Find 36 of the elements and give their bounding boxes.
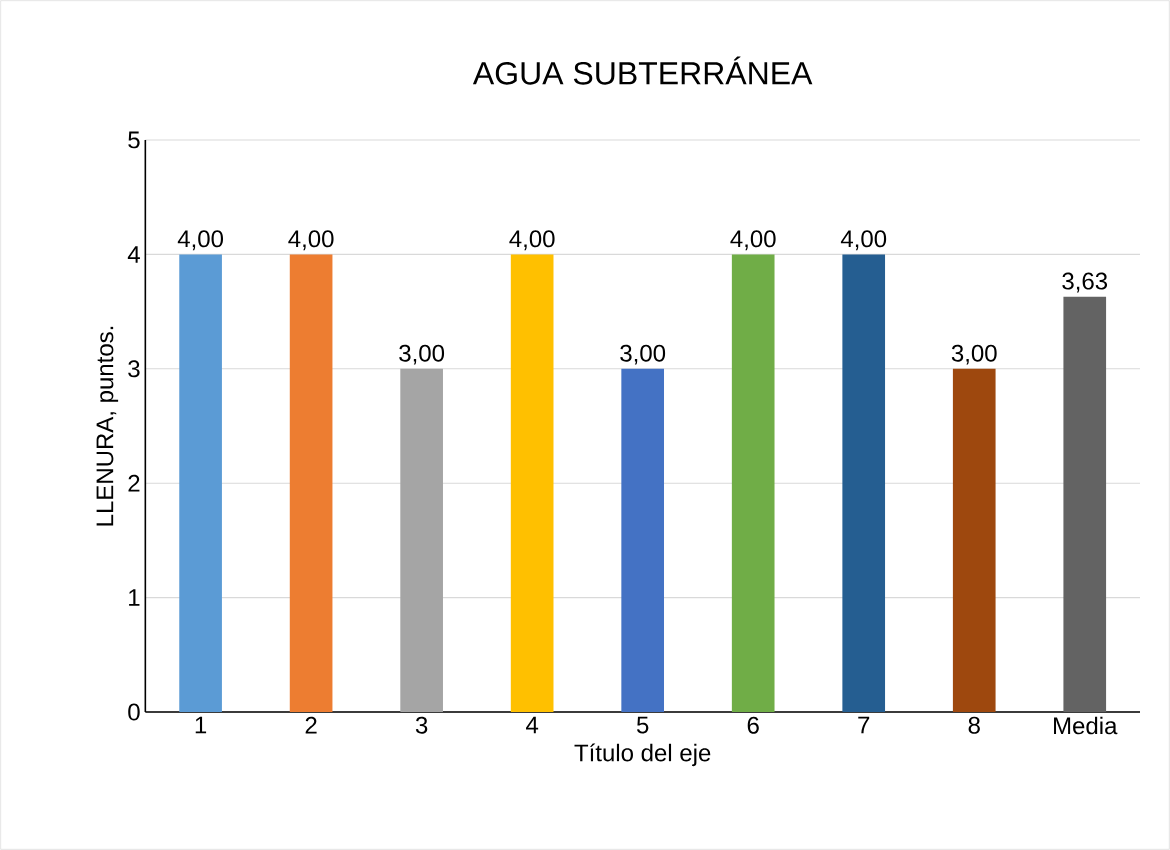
data-label: 4,00 xyxy=(177,230,224,251)
bar xyxy=(842,254,886,712)
y-tick-label: 0 xyxy=(128,703,140,721)
bar xyxy=(1063,296,1107,712)
data-label: 4,00 xyxy=(288,230,334,251)
data-label: 3,00 xyxy=(399,344,445,365)
data-label: 3,00 xyxy=(951,344,997,365)
data-label: 4,00 xyxy=(840,230,887,251)
y-tick-label: 3 xyxy=(128,360,140,378)
bar xyxy=(952,368,996,712)
x-tick-label: 5 xyxy=(636,716,649,734)
bar xyxy=(731,254,775,712)
y-axis-title: LLENURA, puntos. xyxy=(96,326,119,526)
bar xyxy=(510,254,554,712)
x-tick-label: 8 xyxy=(968,716,980,734)
x-tick-label: 3 xyxy=(415,716,428,734)
x-tick-label: 6 xyxy=(747,716,759,734)
x-tick-label: 4 xyxy=(526,716,539,734)
bar xyxy=(289,254,333,712)
y-tick-label: 1 xyxy=(129,589,140,606)
bar xyxy=(179,254,222,712)
x-tick-label: Media xyxy=(1054,716,1118,735)
x-tick-label: 1 xyxy=(195,716,207,734)
x-axis-title: Título del eje xyxy=(574,743,711,767)
y-tick-label: 2 xyxy=(128,474,140,492)
data-label: 4,00 xyxy=(509,230,555,251)
x-tick-label: 2 xyxy=(305,716,317,734)
chart-title: AGUA SUBTERRÁNEA xyxy=(472,56,813,85)
data-label: 3,63 xyxy=(1062,272,1108,293)
bar xyxy=(621,368,665,712)
x-tick-label: 7 xyxy=(858,716,870,734)
y-tick-label: 5 xyxy=(128,131,140,149)
bar xyxy=(400,368,443,712)
data-label: 4,00 xyxy=(730,230,776,251)
y-tick-label: 4 xyxy=(127,246,140,263)
data-label: 3,00 xyxy=(620,344,666,365)
